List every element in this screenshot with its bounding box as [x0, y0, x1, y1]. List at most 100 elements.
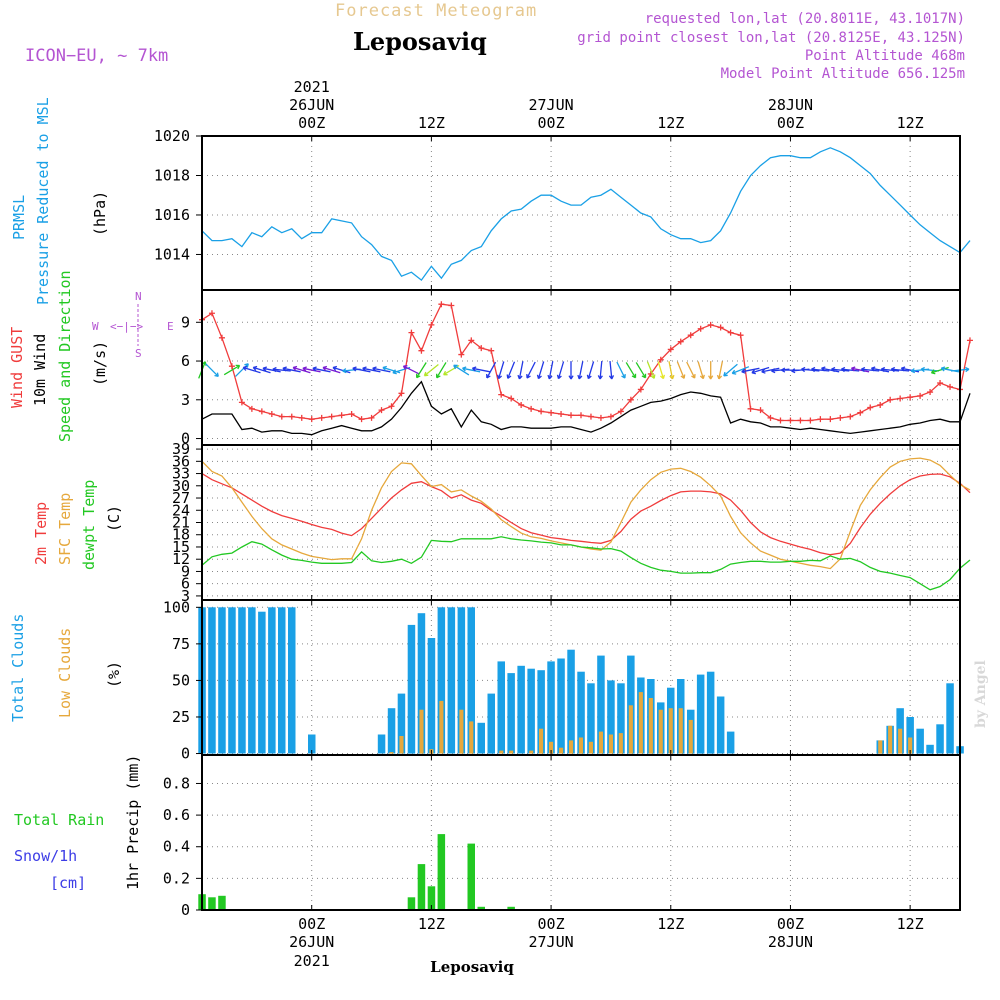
wind-arrow-icon	[840, 366, 860, 373]
gust-marker	[248, 405, 255, 412]
wind-arrow-icon	[761, 367, 780, 374]
bar-total-clouds	[716, 696, 725, 754]
wind-arrow-icon	[616, 361, 626, 379]
top-date-label: 27JUN	[529, 96, 574, 114]
wind-arrow-icon	[242, 365, 261, 374]
bottom-date-label: 27JUN	[529, 933, 574, 951]
bottom-time-label: 00Z	[777, 915, 804, 933]
pressure-reduced-label: Pressure Reduced to MSL	[34, 97, 52, 305]
bar-total-rain	[417, 864, 426, 910]
gust-marker	[308, 416, 315, 423]
bar-total-rain	[218, 895, 226, 910]
gust-marker	[607, 413, 614, 420]
wind-arrow-icon	[402, 365, 420, 375]
y-tick-label: 6	[181, 575, 190, 593]
bar-total-clouds	[926, 744, 934, 754]
gust-marker	[458, 351, 465, 358]
plot-area	[198, 147, 973, 910]
bar-low-clouds	[888, 725, 893, 754]
bar-total-clouds	[218, 607, 226, 754]
gust-marker	[687, 332, 694, 339]
gust-marker	[767, 414, 774, 421]
bar-total-rain	[427, 886, 436, 910]
wind-arrow-icon	[676, 361, 686, 379]
bar-total-clouds	[567, 649, 575, 754]
grid-lines	[202, 136, 960, 910]
bar-total-clouds	[477, 722, 485, 754]
credit-label: by Angel	[973, 660, 989, 728]
temp-dewpt-label: dewpt Temp	[80, 480, 98, 570]
gust-marker	[717, 324, 724, 331]
y-tick-label: 36	[172, 452, 190, 470]
bar-total-rain	[407, 897, 416, 910]
wind-arrow-icon	[322, 365, 341, 374]
wind-arrow-icon	[635, 362, 647, 379]
grid-point-coords: grid point closest lon,lat (20.8125E, 43…	[577, 30, 965, 46]
bar-low-clouds	[539, 728, 544, 754]
prmsl-label: PRMSL	[10, 195, 28, 240]
gust-marker	[368, 414, 375, 421]
svg-text:N: N	[135, 290, 142, 303]
wind-arrow-icon	[302, 366, 321, 373]
top-time-label: 00Z	[777, 114, 804, 132]
bar-total-clouds	[597, 655, 605, 754]
wind-arrow-icon	[577, 361, 584, 380]
wind-10m-label: 10m Wind	[31, 334, 49, 406]
y-tick-label: 0	[181, 430, 190, 448]
y-tick-label: 0.6	[163, 806, 190, 824]
wind-arrow-icon	[940, 366, 960, 373]
y-tick-label: 0	[181, 745, 190, 763]
svg-text:S: S	[135, 347, 142, 360]
wind-arrow-icon	[352, 366, 371, 373]
wind-arrow-icon	[880, 366, 900, 373]
gust-marker	[428, 321, 435, 328]
bar-total-clouds	[447, 607, 456, 754]
bar-low-clouds	[578, 737, 583, 754]
snow-unit: [cm]	[50, 874, 86, 892]
temp-unit: (C)	[105, 505, 123, 532]
gust-marker	[927, 389, 934, 396]
bar-total-clouds	[387, 708, 396, 754]
bar-total-rain	[437, 834, 446, 910]
bar-low-clouds	[628, 705, 633, 754]
bar-total-rain	[507, 906, 515, 910]
bar-low-clouds	[549, 741, 554, 754]
bar-total-clouds	[706, 671, 715, 754]
y-tick-label: 1018	[154, 166, 190, 184]
temp-2m-label: 2m Temp	[32, 502, 50, 565]
top-date-label: 28JUN	[768, 96, 813, 114]
bar-total-clouds	[627, 655, 635, 754]
series-line-dewpt-temp	[201, 536, 971, 591]
top-time-label: 00Z	[538, 114, 565, 132]
bar-total-clouds	[248, 607, 256, 754]
y-tick-label: 50	[172, 671, 190, 689]
gust-marker	[637, 386, 644, 393]
wind-dir-label: Speed and Direction	[56, 270, 74, 442]
wind-arrow-icon	[716, 361, 724, 380]
y-tick-label: 12	[172, 550, 190, 568]
wind-arrow-icon	[697, 361, 705, 380]
wind-arrow-icon	[362, 366, 381, 373]
bar-total-clouds	[587, 683, 595, 754]
gust-marker	[627, 396, 634, 403]
gust-marker	[278, 413, 285, 420]
gust-marker	[318, 414, 325, 421]
wind-gust-label: Wind GUST	[8, 327, 26, 408]
y-tick-label: 0	[181, 901, 190, 919]
wind-arrow-icon	[831, 366, 850, 373]
gust-marker	[937, 380, 944, 386]
y-tick-label: 25	[172, 708, 190, 726]
wind-arrow-icon	[731, 366, 750, 375]
bar-low-clouds	[439, 700, 444, 754]
bar-low-clouds	[658, 709, 663, 754]
wind-arrow-icon	[312, 366, 331, 373]
gust-marker	[338, 412, 345, 419]
y-tick-label: 39	[172, 440, 190, 458]
wind-arrow-icon	[536, 361, 545, 380]
rain-label: Total Rain	[14, 811, 104, 829]
gust-marker	[468, 337, 475, 344]
y-tick-label: 1020	[154, 127, 190, 145]
footer-location: Leposaviq	[430, 958, 514, 976]
svg-text:<−|−>: <−|−>	[110, 320, 143, 333]
wind-arrow-icon	[272, 366, 291, 373]
